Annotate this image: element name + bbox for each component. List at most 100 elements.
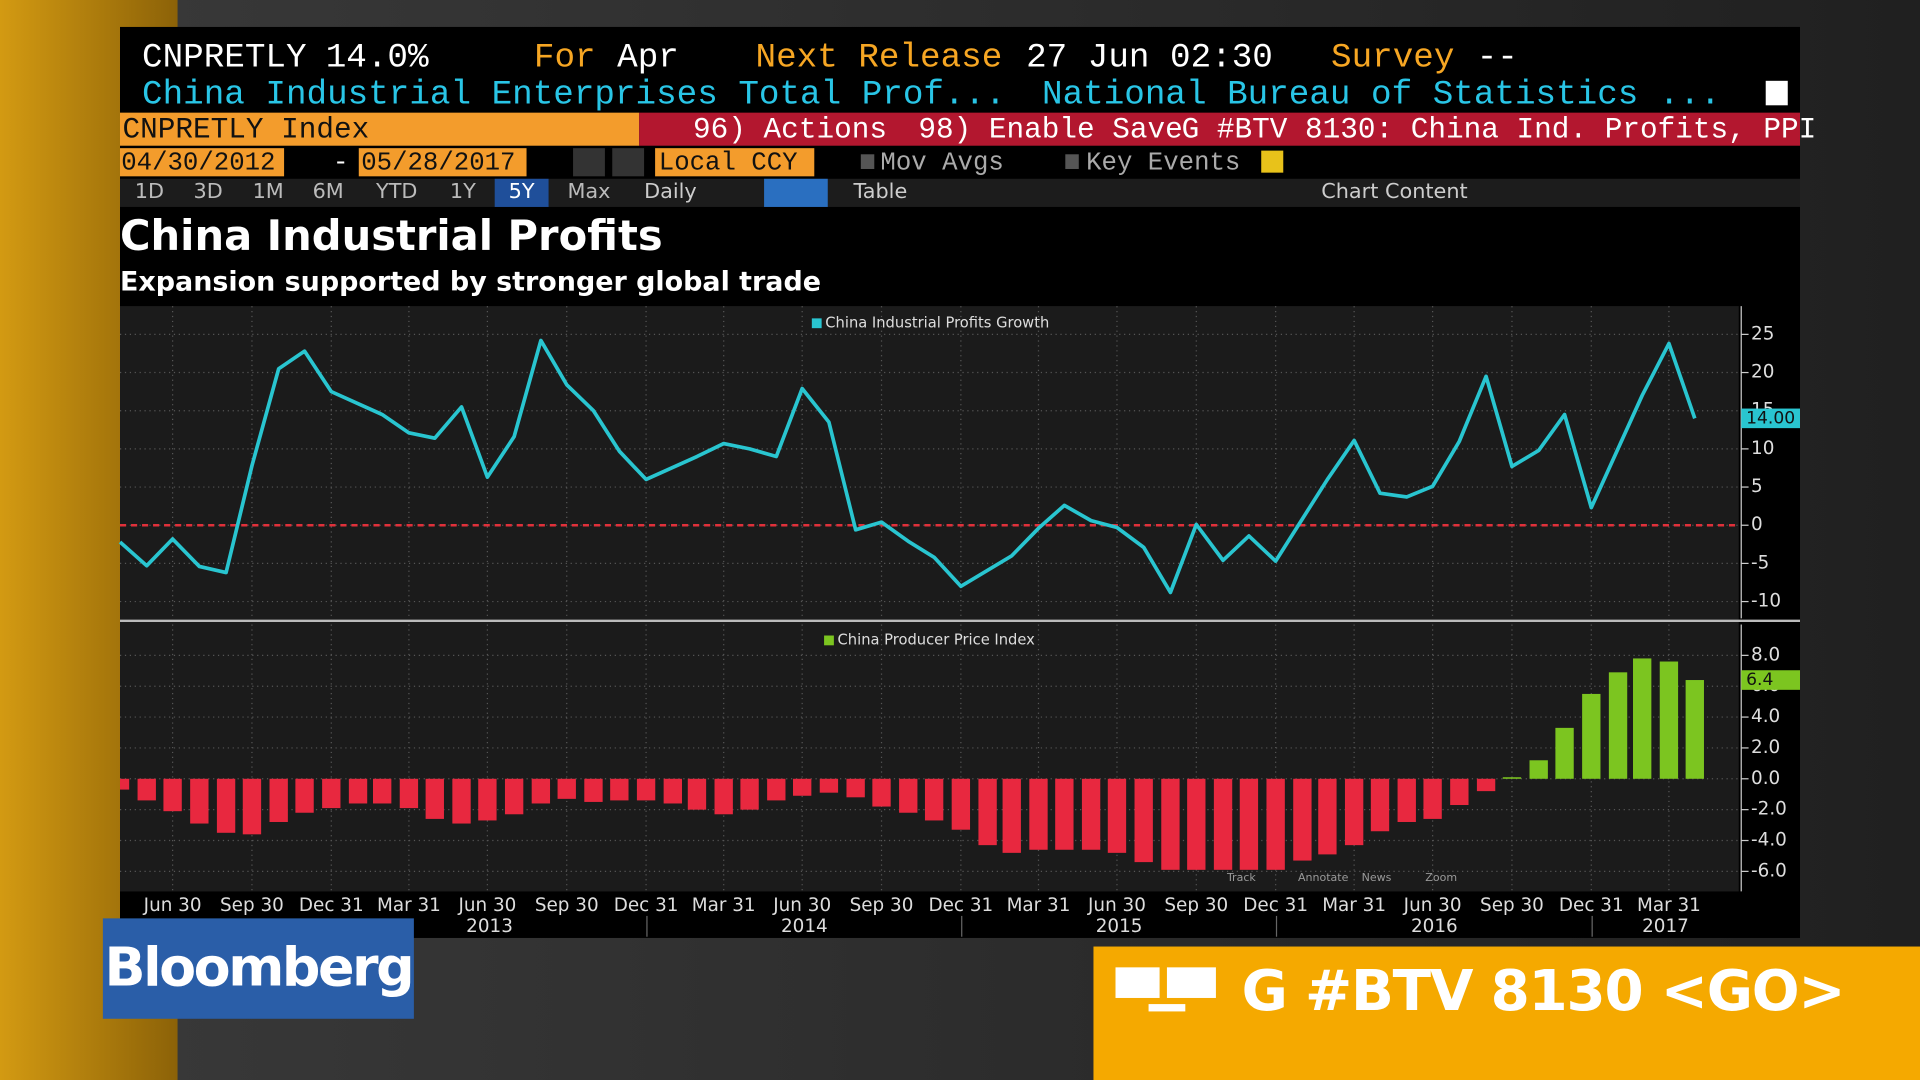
y-tick-label: 2.0: [1751, 737, 1780, 758]
y-tick-label: 0.0: [1751, 768, 1780, 789]
x-tick-label: Dec 31: [299, 895, 364, 916]
y-tick-label: 5: [1751, 476, 1763, 497]
bar: [1502, 777, 1522, 779]
last-value-label: 14.00: [1746, 408, 1795, 428]
actions-button[interactable]: 96) Actions: [693, 114, 887, 147]
bar: [452, 778, 471, 824]
period-button[interactable]: 3D: [194, 179, 223, 203]
date-dash: -: [333, 149, 348, 178]
y-tick-label: -6.0: [1751, 860, 1787, 881]
x-tick-label: Sep 30: [850, 895, 914, 916]
bar: [636, 778, 656, 801]
y-tick-label: -2.0: [1751, 799, 1787, 820]
x-tick-label: Jun 30: [143, 895, 202, 916]
end-date-box[interactable]: [358, 148, 527, 177]
bar: [1107, 778, 1127, 853]
export-icon[interactable]: [1765, 80, 1788, 106]
logo: Bloomberg: [104, 936, 412, 999]
period-button[interactable]: 1D: [135, 179, 164, 203]
range-bar: 04/30/2012 - 05/28/2017 Local CCY Mov Av…: [121, 149, 1240, 178]
period-button[interactable]: 1Y: [450, 179, 476, 203]
bar: [1293, 778, 1312, 861]
legend-label: China Producer Price Index: [838, 631, 1036, 648]
frequency[interactable]: Daily: [644, 179, 697, 203]
plots: -10-50510152025China Industrial Profits …: [118, 306, 1800, 937]
bar: [899, 778, 918, 813]
chart-tool[interactable]: Zoom: [1425, 871, 1457, 884]
bar: [1476, 778, 1496, 792]
monitor-left: [1115, 967, 1160, 998]
chart-tool[interactable]: Annotate: [1298, 871, 1349, 884]
bar: [819, 778, 839, 793]
chart-tool[interactable]: News: [1362, 871, 1392, 884]
command-bar: CNPRETLY Index 96) Actions 98) Enable Sa…: [122, 114, 1816, 147]
x-tick-label: Sep 30: [1480, 895, 1544, 916]
bar: [924, 778, 944, 821]
bar: [846, 778, 865, 798]
x-year-label: 2017: [1642, 916, 1689, 937]
bar: [163, 778, 182, 812]
bar: [1397, 778, 1416, 822]
bar: [978, 778, 997, 846]
bar: [872, 778, 891, 807]
legend-swatch: [824, 635, 834, 646]
bar: [1134, 778, 1153, 863]
y-tick-label: 0: [1751, 514, 1763, 535]
bar: [348, 778, 368, 804]
bar: [740, 778, 759, 810]
last-value: 14.0%: [326, 39, 429, 78]
bar: [373, 778, 392, 804]
bar: [1370, 778, 1390, 832]
last-value-box: [1741, 408, 1800, 429]
period-button[interactable]: Max: [567, 179, 610, 203]
chart-content-button[interactable]: Chart Content: [1321, 179, 1467, 203]
period-button[interactable]: 1M: [253, 179, 284, 203]
release-value: 27 Jun 02:30: [1026, 39, 1273, 78]
bar: [610, 778, 629, 801]
currency-box[interactable]: [655, 148, 815, 177]
x-year-label: 2016: [1411, 916, 1458, 937]
bar: [295, 778, 314, 813]
x-tick-label: Dec 31: [1243, 895, 1308, 916]
save-button[interactable]: 98) Enable Save: [918, 114, 1182, 147]
bar: [269, 778, 288, 822]
header: CNPRETLY 14.0% For Apr Next Release 27 J…: [142, 39, 1788, 114]
period-button[interactable]: YTD: [375, 179, 417, 203]
prev-button[interactable]: [573, 148, 605, 177]
bar: [1239, 778, 1259, 870]
toolbar: [120, 178, 1800, 207]
bar: [137, 778, 156, 801]
table-button[interactable]: Table: [852, 179, 907, 203]
bar: [242, 778, 262, 835]
period-button[interactable]: 6M: [313, 179, 344, 203]
next-button[interactable]: [612, 148, 645, 177]
key-events-checkbox[interactable]: [1065, 154, 1079, 169]
x-tick-label: Mar 31: [1637, 895, 1701, 916]
chart-tool[interactable]: Track: [1226, 871, 1256, 884]
x-tick-label: Mar 31: [692, 895, 756, 916]
chart-subtitle: Expansion supported by stronger global t…: [120, 266, 821, 297]
x-tick-label: Mar 31: [1322, 895, 1386, 916]
bar: [120, 778, 130, 790]
bar: [1529, 760, 1548, 779]
mov-avgs: Mov Avgs: [880, 149, 1003, 178]
bar: [714, 778, 733, 815]
legend-swatch: [811, 318, 822, 329]
period-button[interactable]: 5Y: [509, 179, 535, 203]
bar: [190, 778, 209, 824]
period-highlight: [494, 178, 549, 207]
y-tick-label: 4.0: [1751, 706, 1780, 727]
y-tick-label: 25: [1751, 323, 1774, 344]
x-year-label: 2015: [1096, 916, 1143, 937]
mov-avgs-checkbox[interactable]: [860, 154, 875, 169]
info-icon[interactable]: [1261, 150, 1284, 173]
bar: [531, 778, 551, 804]
line-chart-button[interactable]: [764, 178, 828, 207]
chart-tools: Track Annotate News Zoom: [1226, 871, 1457, 884]
security-box[interactable]: [120, 112, 640, 146]
start-date-box[interactable]: [120, 148, 285, 177]
x-tick-label: Sep 30: [1164, 895, 1228, 916]
